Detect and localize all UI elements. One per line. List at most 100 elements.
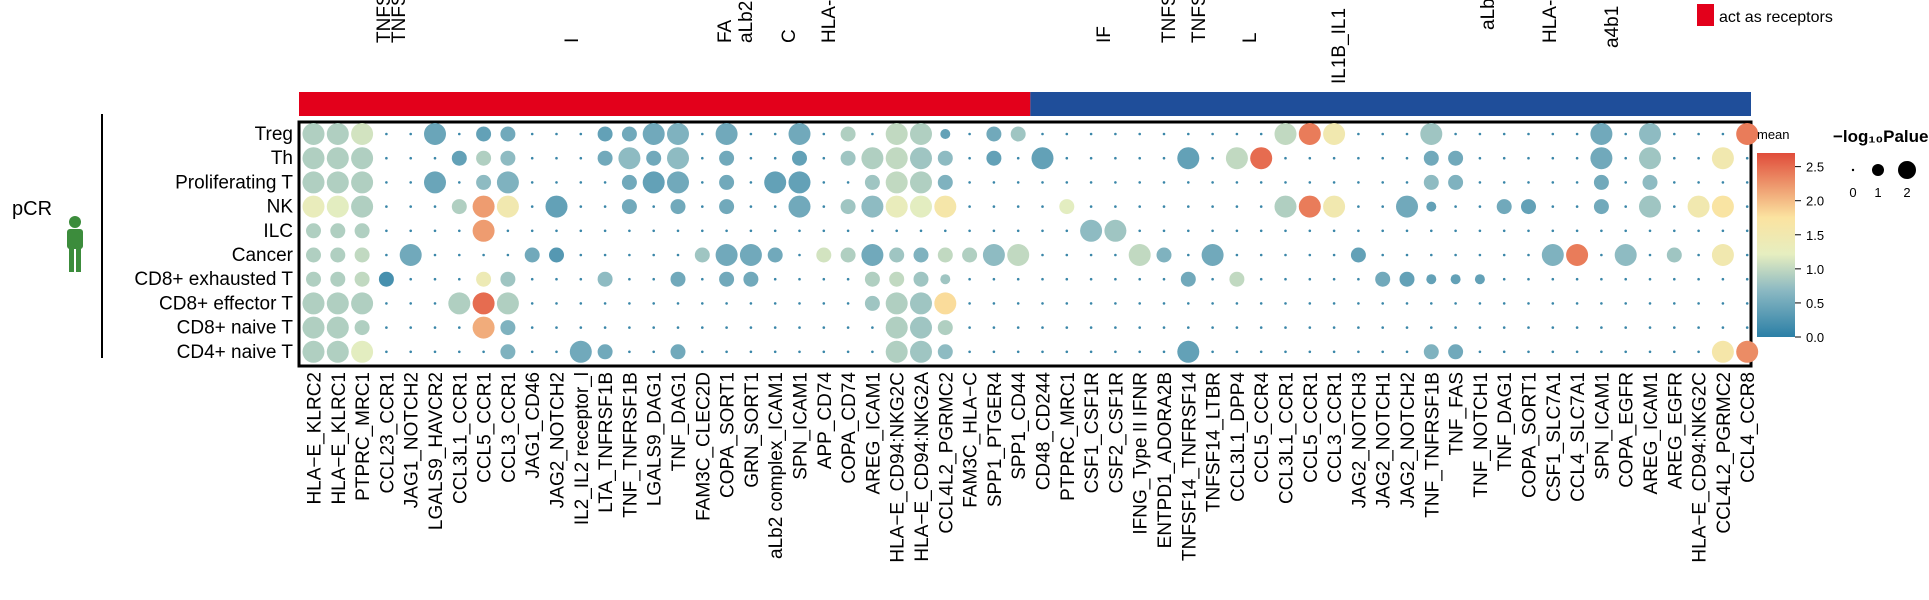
dot (1736, 123, 1759, 145)
dot (1575, 205, 1579, 208)
dot (846, 229, 850, 233)
dot (1308, 156, 1312, 160)
dot (1624, 277, 1627, 281)
dot (506, 253, 510, 257)
dot (910, 340, 932, 363)
dot (739, 244, 762, 266)
dot (385, 253, 388, 257)
dot (822, 350, 826, 354)
dot (1478, 181, 1482, 184)
dot (1211, 132, 1214, 136)
column-label: CCL4L2_PGRMC2 (936, 372, 957, 534)
dot (579, 326, 583, 329)
dot (1673, 326, 1676, 329)
dot (1211, 205, 1214, 208)
column-label: SPP1_PTGER4 (985, 372, 1006, 508)
dot (530, 205, 534, 208)
dot (1298, 195, 1321, 218)
dot (1016, 181, 1020, 184)
dot (1721, 132, 1725, 136)
dot (351, 147, 374, 170)
dot (1332, 302, 1336, 305)
dot (302, 195, 325, 218)
dot (1065, 350, 1069, 354)
dot (1016, 156, 1020, 160)
dot (1711, 147, 1734, 170)
dot (1624, 132, 1627, 136)
row-label: CD4+ naive T (177, 342, 294, 363)
dot (1332, 326, 1336, 329)
dot (1381, 205, 1384, 208)
dot (1721, 302, 1725, 305)
dot (1089, 326, 1093, 329)
column-label: TNF_DAG1 (1495, 372, 1516, 471)
dot (788, 195, 811, 218)
row-label: CD8+ exhausted T (134, 269, 293, 290)
dot (1423, 344, 1439, 360)
dot (409, 350, 413, 354)
dot (743, 271, 759, 287)
dot (451, 199, 467, 215)
dot (968, 205, 971, 208)
dot (1016, 326, 1020, 329)
dot (1405, 302, 1409, 305)
column-label: HLA−E_CD94:NKG2C (888, 372, 909, 563)
dot (1600, 302, 1603, 305)
dot (1357, 277, 1360, 281)
dot (962, 247, 978, 263)
dot (1502, 156, 1506, 160)
dot (1502, 277, 1506, 281)
dot (302, 340, 325, 363)
row-label: CD8+ naive T (177, 318, 294, 339)
column-label: LGALS9_HAVCR2 (426, 372, 447, 530)
dot (351, 171, 374, 194)
dot (749, 132, 753, 136)
dot (409, 205, 413, 208)
dot (1284, 302, 1287, 305)
dot (1235, 132, 1239, 136)
top-column-label: IF (1094, 26, 1115, 43)
column-label: TNF_FAS (1447, 372, 1468, 455)
dot (1745, 156, 1749, 160)
dot (749, 229, 753, 233)
size-legend-label: 2 (1903, 185, 1910, 200)
dot (1177, 340, 1200, 363)
dot (1502, 302, 1506, 305)
dot (1502, 326, 1506, 329)
dot (1298, 123, 1321, 145)
dot (1711, 340, 1734, 363)
dot (701, 277, 704, 281)
column-label: CSF1_CSF1R (1082, 372, 1103, 493)
dot (992, 181, 996, 184)
dot (1211, 156, 1214, 160)
dot (694, 247, 710, 263)
column-label: JAG2_NOTCH1 (1374, 372, 1395, 508)
dot (1016, 229, 1020, 233)
dot (1711, 195, 1734, 218)
dot (1128, 244, 1151, 266)
dot (458, 181, 461, 184)
dot (1259, 326, 1263, 329)
dot (1089, 132, 1093, 136)
dot (1381, 253, 1384, 257)
dot (937, 320, 953, 336)
dot (1624, 326, 1627, 329)
dot (1357, 205, 1360, 208)
dot (840, 247, 856, 263)
column-label: CCL4_SLC7A1 (1568, 372, 1589, 502)
dot (628, 229, 631, 233)
dot (1138, 302, 1141, 305)
dot (1162, 229, 1166, 233)
dot (1527, 253, 1530, 257)
dot (719, 150, 735, 166)
dot (1308, 350, 1312, 354)
dot (1600, 326, 1603, 329)
dot (409, 326, 413, 329)
dot (1065, 156, 1069, 160)
column-label: HLA−E_CD94:NKG2A (912, 372, 933, 562)
column-label: TNFSF14_LTBR (1204, 372, 1225, 512)
dot (725, 326, 728, 329)
dot (1697, 181, 1700, 184)
dot (579, 302, 583, 305)
dot (798, 302, 801, 305)
